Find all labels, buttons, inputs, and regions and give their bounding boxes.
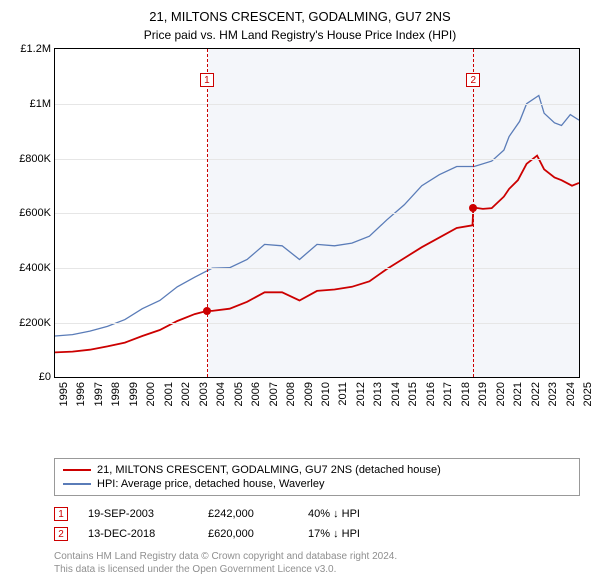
x-axis-label: 2006 [250,382,262,406]
x-axis-label: 2016 [425,382,437,406]
chart-title: 21, MILTONS CRESCENT, GODALMING, GU7 2NS [10,8,590,26]
legend-item-property: 21, MILTONS CRESCENT, GODALMING, GU7 2NS… [63,463,571,477]
x-axis-label: 2025 [582,382,594,406]
sale-hpi-diff: 17% ↓ HPI [308,528,360,540]
x-axis-label: 2011 [337,382,349,406]
x-axis-label: 2000 [145,382,157,406]
series-line-hpi [55,96,579,337]
x-axis-label: 1997 [93,382,105,406]
sale-marker-1: 1 [54,507,68,521]
legend-label-hpi: HPI: Average price, detached house, Wave… [97,478,324,490]
y-axis-label: £600K [19,207,51,219]
x-axis-label: 2022 [530,382,542,406]
x-axis-label: 2007 [268,382,280,406]
x-axis-label: 1999 [128,382,140,406]
marker-vline-2 [473,49,474,377]
marker-label-1: 1 [200,73,214,87]
x-axis-label: 2004 [215,382,227,406]
sale-events: 1 19-SEP-2003 £242,000 40% ↓ HPI 2 13-DE… [54,504,580,544]
legend-swatch-property [63,469,91,471]
x-axis-label: 1998 [110,382,122,406]
x-axis-labels: 1995 1996 1997 1998 1999 2000 2001 2002 2003 2004… [54,378,580,418]
legend-swatch-hpi [63,483,91,485]
x-axis-label: 2014 [390,382,402,406]
y-axis-label: £1.2M [20,43,51,55]
marker-label-2: 2 [466,73,480,87]
y-axis-label: £200K [19,317,51,329]
footer-line2: This data is licensed under the Open Gov… [54,563,580,576]
x-axis-label: 2018 [460,382,472,406]
sale-date: 19-SEP-2003 [88,508,188,520]
x-axis-label: 2012 [355,382,367,406]
x-axis-label: 1995 [58,382,70,406]
footer-line1: Contains HM Land Registry data © Crown c… [54,550,580,563]
x-axis-label: 2010 [320,382,332,406]
x-axis-label: 2003 [198,382,210,406]
marker-dot-1 [203,307,211,315]
legend: 21, MILTONS CRESCENT, GODALMING, GU7 2NS… [54,458,580,496]
chart-subtitle: Price paid vs. HM Land Registry's House … [10,28,590,42]
sale-hpi-diff: 40% ↓ HPI [308,508,360,520]
x-axis-label: 1996 [75,382,87,406]
x-axis-label: 2024 [565,382,577,406]
x-axis-label: 2002 [180,382,192,406]
x-axis-label: 2017 [442,382,454,406]
sale-row: 2 13-DEC-2018 £620,000 17% ↓ HPI [54,524,580,544]
legend-item-hpi: HPI: Average price, detached house, Wave… [63,477,571,491]
chart-plot-area: £0£200K£400K£600K£800K£1M£1.2M12 [54,48,580,378]
x-axis-label: 2019 [477,382,489,406]
footer-attribution: Contains HM Land Registry data © Crown c… [54,550,580,576]
x-axis-label: 2021 [512,382,524,406]
y-axis-label: £1M [30,98,51,110]
marker-dot-2 [469,204,477,212]
sale-row: 1 19-SEP-2003 £242,000 40% ↓ HPI [54,504,580,524]
x-axis-label: 2001 [163,382,175,406]
x-axis-label: 2008 [285,382,297,406]
legend-label-property: 21, MILTONS CRESCENT, GODALMING, GU7 2NS… [97,464,441,476]
sale-price: £242,000 [208,508,288,520]
sale-price: £620,000 [208,528,288,540]
x-axis-label: 2009 [303,382,315,406]
x-axis-label: 2015 [407,382,419,406]
y-axis-label: £800K [19,153,51,165]
x-axis-label: 2005 [233,382,245,406]
y-axis-label: £400K [19,262,51,274]
y-axis-label: £0 [39,371,51,383]
x-axis-label: 2020 [495,382,507,406]
x-axis-label: 2023 [547,382,559,406]
sale-marker-2: 2 [54,527,68,541]
marker-vline-1 [207,49,208,377]
sale-date: 13-DEC-2018 [88,528,188,540]
x-axis-label: 2013 [372,382,384,406]
